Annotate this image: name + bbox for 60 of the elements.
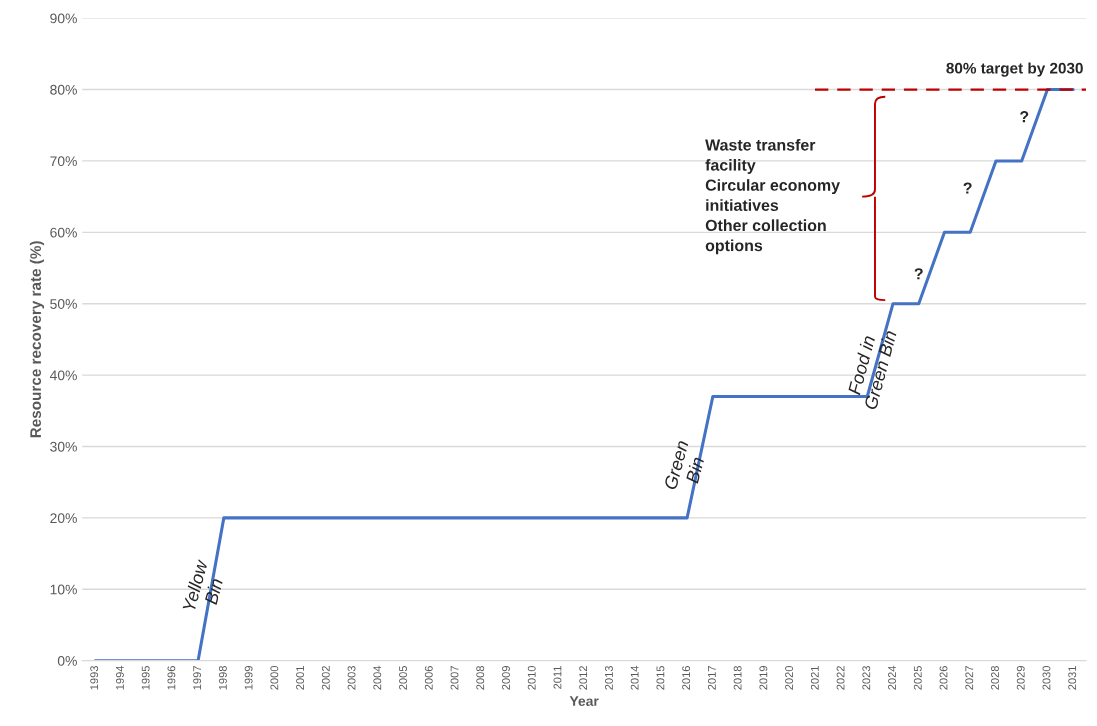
x-tick-label: 2010 xyxy=(527,665,536,690)
annotation: Food in Green Bin xyxy=(847,329,897,411)
y-tick-label: 50% xyxy=(50,299,77,309)
x-tick-label: 2024 xyxy=(888,665,896,690)
y-tick-label: 60% xyxy=(50,227,77,238)
x-tick-label: 2002 xyxy=(321,666,330,690)
x-tick-label: 2020 xyxy=(785,665,794,690)
y-tick-label: 0% xyxy=(57,655,77,666)
x-tick-label: 2001 xyxy=(296,666,305,690)
annotation: ? xyxy=(914,268,923,280)
x-tick-label: 2013 xyxy=(605,666,613,690)
x-tick-label: 2025 xyxy=(913,665,922,690)
x-tick-label: 2004 xyxy=(373,665,382,690)
x-tick-label: 2006 xyxy=(424,666,433,690)
x-tick-label: 2008 xyxy=(476,666,485,690)
x-tick-label: 2000 xyxy=(270,665,279,690)
x-tick-label: 1997 xyxy=(193,666,202,690)
x-tick-label: 2015 xyxy=(656,665,665,690)
y-tick-label: 40% xyxy=(49,370,77,381)
x-tick-label: 2028 xyxy=(991,666,999,690)
x-tick-label: 2031 xyxy=(1068,666,1077,690)
x-tick-label: 2029 xyxy=(1016,666,1025,690)
x-tick-label: 1998 xyxy=(218,666,227,690)
x-tick-label: 2005 xyxy=(399,665,407,690)
annotation: Waste transfer facility Circular economy initiatives Other collection options xyxy=(705,138,840,255)
x-tick-label: 2003 xyxy=(347,666,356,690)
x-tick-label: 2023 xyxy=(862,666,871,690)
x-tick-label: 1995 xyxy=(141,665,150,690)
line-series xyxy=(93,88,1075,661)
y-tick-label: 90% xyxy=(50,13,77,24)
x-tick-label: 1994 xyxy=(116,665,124,690)
x-tick-label: 2030 xyxy=(1042,665,1051,690)
x-tick-label: 2017 xyxy=(707,666,716,690)
annotation: ? xyxy=(963,182,972,194)
x-tick-label: 2021 xyxy=(810,666,819,690)
y-tick-label: 80% xyxy=(50,84,77,95)
x-tick-label: 2019 xyxy=(759,666,768,690)
y-tick-label: 10% xyxy=(50,584,77,595)
x-tick-label: 1999 xyxy=(244,666,253,690)
x-tick-label: 2009 xyxy=(502,666,510,690)
x-tick-label: 2018 xyxy=(733,666,742,690)
x-tick-label: 2012 xyxy=(579,666,588,690)
x-tick-label: 2027 xyxy=(965,666,974,690)
x-tick-label: 2026 xyxy=(939,666,948,690)
y-tick-label: 30% xyxy=(50,441,77,452)
x-tick-label: 2014 xyxy=(630,665,639,690)
x-tick-label: 1993 xyxy=(90,666,99,690)
x-tick-label: 2016 xyxy=(682,666,691,690)
x-tick-label: 1996 xyxy=(167,666,176,690)
ref-line-label: 80% target by 2030 xyxy=(946,62,1083,77)
x-axis-title: Year xyxy=(569,696,599,706)
x-tick-label: 2022 xyxy=(836,666,845,690)
y-axis-title: Resource recovery rate (%) xyxy=(29,241,45,438)
annotation: ? xyxy=(1020,111,1029,123)
annotation: Green Bin xyxy=(663,439,705,491)
annotation: Yellow Bin xyxy=(182,558,223,612)
x-tick-label: 2011 xyxy=(553,666,562,689)
x-tick-label: 2007 xyxy=(450,666,459,690)
y-tick-label: 20% xyxy=(50,513,77,524)
y-tick-label: 70% xyxy=(50,156,77,167)
